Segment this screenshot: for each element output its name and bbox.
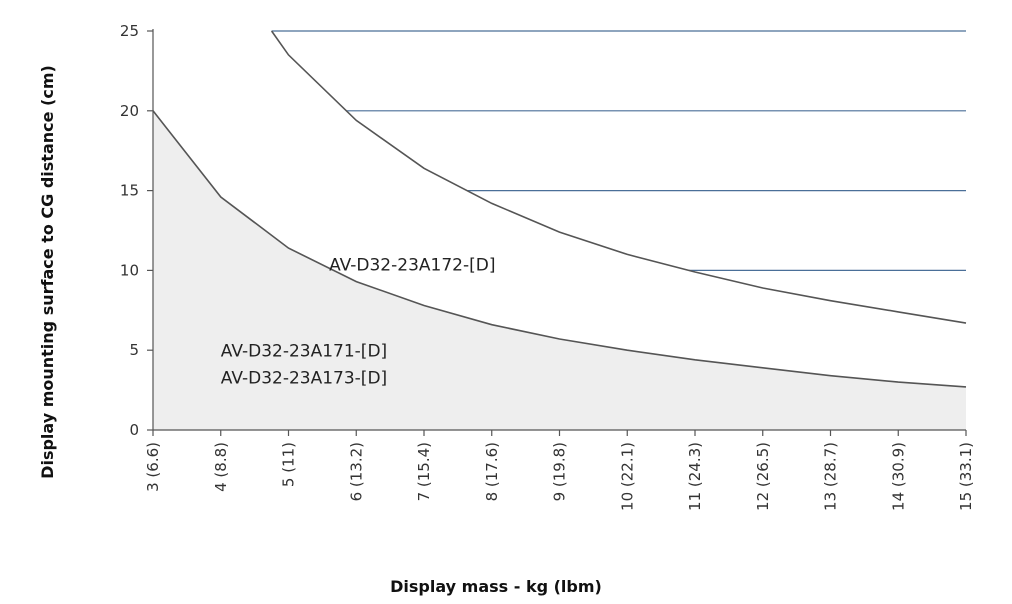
x-tick-label-15: 15 (33.1) <box>957 442 975 511</box>
axes-layer <box>147 29 967 436</box>
y-tick-label-15: 15 <box>120 182 139 200</box>
series-2-line <box>270 30 967 324</box>
fill-layer <box>153 110 966 431</box>
series-1-line <box>152 110 967 388</box>
annotation-2: AV-D32-23A171-[D] <box>221 342 387 362</box>
x-axis-title: Display mass - kg (lbm) <box>390 577 602 596</box>
y-tick-label-0: 0 <box>129 421 139 439</box>
x-tick-label-6: 6 (13.2) <box>347 442 365 501</box>
y-tick-label-10: 10 <box>120 261 139 279</box>
x-tick-label-3: 3 (6.6) <box>144 442 162 492</box>
x-tick-label-12: 12 (26.5) <box>754 442 772 511</box>
x-tick-label-8: 8 (17.6) <box>483 442 501 501</box>
x-tick-label-10: 10 (22.1) <box>618 442 636 511</box>
x-tick-label-11: 11 (24.3) <box>686 442 704 511</box>
x-tick-label-9: 9 (19.8) <box>551 442 569 501</box>
x-tick-label-13: 13 (28.7) <box>822 442 840 511</box>
x-tick-label-4: 4 (8.8) <box>212 442 230 492</box>
x-tick-label-7: 7 (15.4) <box>415 442 433 501</box>
annotation-1: AV-D32-23A172-[D] <box>329 255 495 275</box>
y-tick-label-5: 5 <box>129 341 139 359</box>
curves-layer <box>152 30 967 388</box>
y-tick-label-25: 25 <box>120 22 139 40</box>
x-tick-label-5: 5 (11) <box>280 442 298 487</box>
text-layer: 0 5 10 15 20 25 3 (6.6) 4 (8.8) 5 (11) 6 (13.2) 7 … <box>120 22 975 511</box>
y-tick-label-20: 20 <box>120 102 139 120</box>
hatch-lines-layer <box>271 30 966 271</box>
annotation-3: AV-D32-23A173-[D] <box>221 369 387 389</box>
y-axis-title: Display mounting surface to CG distance … <box>38 65 57 479</box>
x-tick-label-14: 14 (30.9) <box>889 442 907 511</box>
series-1-area <box>153 110 966 431</box>
